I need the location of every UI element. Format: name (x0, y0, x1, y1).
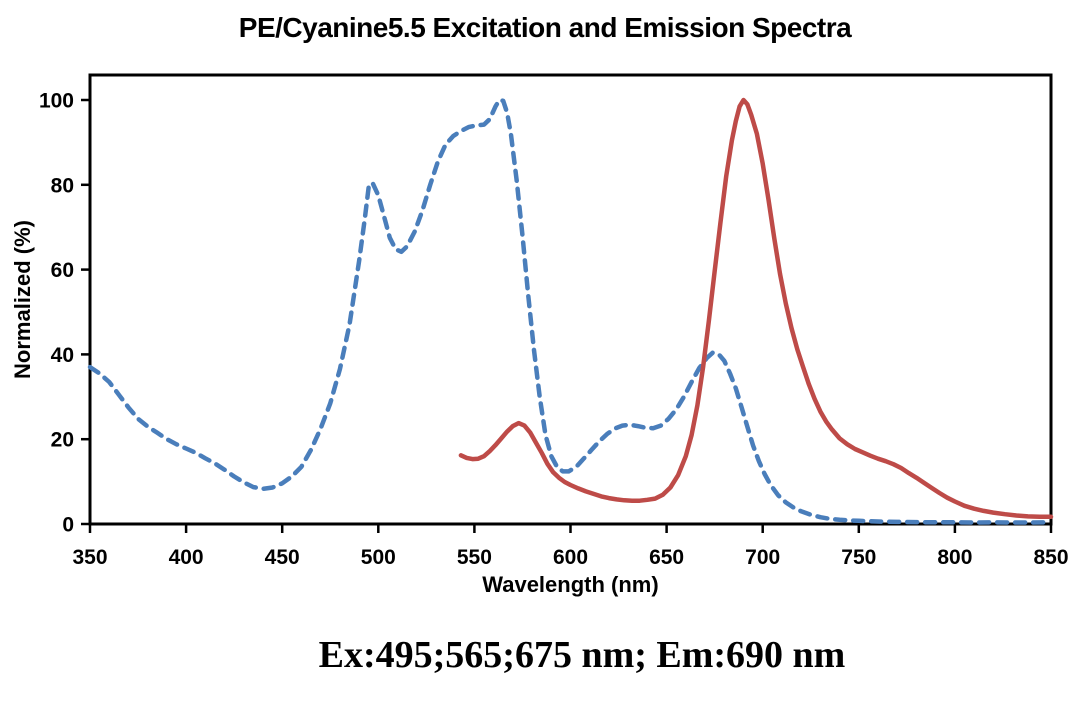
chart-title: PE/Cyanine5.5 Excitation and Emission Sp… (238, 12, 852, 43)
spectra-caption: Ex:495;565;675 nm; Em:690 nm (318, 634, 846, 676)
x-tick-label: 450 (265, 546, 300, 569)
x-tick-label: 800 (937, 546, 972, 569)
x-tick-label: 350 (72, 546, 107, 569)
x-tick-label: 700 (745, 546, 780, 569)
excitation-curve (87, 97, 1054, 525)
y-tick-label: 100 (39, 90, 74, 113)
y-tick-label: 0 (62, 514, 74, 537)
x-tick-label: 600 (553, 546, 588, 569)
y-tick-label: 20 (51, 429, 74, 452)
y-axis-title: Normalized (%) (10, 220, 35, 379)
emission-curve (458, 97, 1054, 520)
spectra-chart-canvas: 350 400 450 500 550 600 650 700 750 800 850 0 20 40 60… (10, 73, 1069, 597)
y-tick-label: 80 (51, 174, 74, 197)
y-tick-label: 40 (51, 344, 74, 367)
plot-border (88, 73, 1053, 526)
x-tick-label: 750 (841, 546, 876, 569)
y-tick-label: 60 (51, 259, 74, 282)
x-tick-label: 500 (361, 546, 396, 569)
x-tick-label: 400 (169, 546, 204, 569)
x-tick-label: 650 (649, 546, 684, 569)
x-tick-label: 850 (1033, 546, 1068, 569)
x-tick-label: 550 (457, 546, 492, 569)
x-axis-title: Wavelength (nm) (482, 572, 658, 597)
